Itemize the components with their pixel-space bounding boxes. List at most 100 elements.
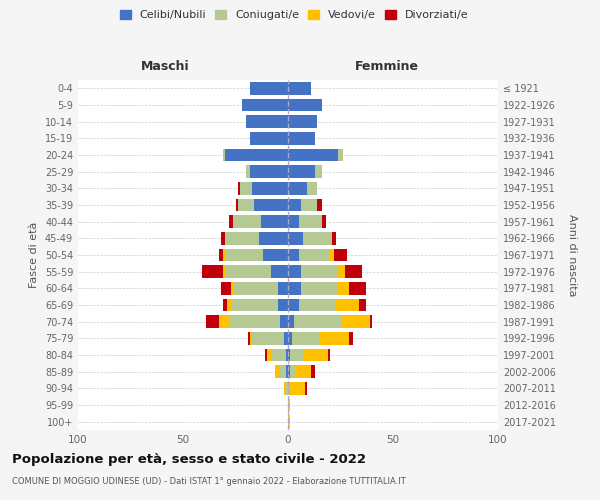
Bar bbox=[280, 366, 286, 378]
Bar bbox=[225, 248, 263, 261]
Bar bbox=[288, 349, 290, 361]
Text: Femmine: Femmine bbox=[355, 60, 419, 72]
Bar bbox=[305, 382, 307, 394]
Bar bbox=[253, 332, 284, 344]
Bar bbox=[341, 316, 370, 328]
Bar bbox=[288, 399, 290, 411]
Bar bbox=[299, 298, 337, 311]
Bar bbox=[223, 266, 225, 278]
Bar bbox=[338, 266, 345, 278]
Bar bbox=[275, 366, 280, 378]
Bar bbox=[338, 149, 343, 161]
Bar bbox=[218, 248, 223, 261]
Bar bbox=[280, 316, 288, 328]
Bar bbox=[337, 298, 359, 311]
Bar bbox=[223, 248, 225, 261]
Bar bbox=[288, 216, 299, 228]
Bar bbox=[317, 198, 322, 211]
Bar bbox=[206, 316, 218, 328]
Bar bbox=[229, 216, 233, 228]
Bar bbox=[254, 198, 288, 211]
Bar bbox=[299, 248, 330, 261]
Bar bbox=[288, 82, 311, 94]
Bar bbox=[370, 316, 372, 328]
Bar bbox=[267, 349, 271, 361]
Bar bbox=[288, 182, 307, 194]
Bar bbox=[288, 298, 299, 311]
Bar bbox=[288, 266, 301, 278]
Bar bbox=[223, 149, 225, 161]
Bar bbox=[288, 316, 295, 328]
Bar bbox=[284, 332, 288, 344]
Bar bbox=[301, 266, 338, 278]
Bar bbox=[233, 216, 260, 228]
Bar bbox=[259, 232, 288, 244]
Bar bbox=[330, 248, 334, 261]
Bar bbox=[288, 382, 290, 394]
Bar bbox=[225, 232, 259, 244]
Text: Popolazione per età, sesso e stato civile - 2022: Popolazione per età, sesso e stato civil… bbox=[12, 452, 366, 466]
Bar bbox=[349, 282, 366, 294]
Bar bbox=[284, 382, 286, 394]
Bar bbox=[288, 99, 322, 112]
Bar bbox=[288, 198, 301, 211]
Bar bbox=[246, 116, 288, 128]
Bar bbox=[277, 298, 288, 311]
Y-axis label: Anni di nascita: Anni di nascita bbox=[567, 214, 577, 296]
Bar bbox=[334, 248, 347, 261]
Bar bbox=[332, 232, 337, 244]
Bar bbox=[288, 149, 338, 161]
Bar bbox=[202, 266, 223, 278]
Bar bbox=[221, 282, 232, 294]
Bar bbox=[260, 216, 288, 228]
Bar bbox=[359, 298, 366, 311]
Bar bbox=[238, 198, 254, 211]
Bar bbox=[242, 99, 288, 112]
Bar bbox=[316, 166, 322, 178]
Bar bbox=[248, 332, 250, 344]
Bar bbox=[225, 149, 288, 161]
Bar bbox=[265, 349, 267, 361]
Text: Maschi: Maschi bbox=[140, 60, 190, 72]
Bar bbox=[292, 332, 320, 344]
Bar bbox=[303, 349, 328, 361]
Bar bbox=[301, 282, 338, 294]
Bar bbox=[301, 198, 317, 211]
Bar bbox=[290, 366, 296, 378]
Bar bbox=[328, 349, 330, 361]
Bar bbox=[233, 282, 277, 294]
Bar bbox=[286, 349, 288, 361]
Bar bbox=[296, 366, 311, 378]
Bar bbox=[288, 366, 290, 378]
Bar bbox=[235, 198, 238, 211]
Bar bbox=[250, 132, 288, 144]
Bar bbox=[232, 298, 277, 311]
Bar bbox=[271, 266, 288, 278]
Bar bbox=[320, 332, 349, 344]
Bar bbox=[263, 248, 288, 261]
Bar bbox=[227, 298, 232, 311]
Legend: Celibi/Nubili, Coniugati/e, Vedovi/e, Divorziati/e: Celibi/Nubili, Coniugati/e, Vedovi/e, Di… bbox=[115, 6, 473, 25]
Bar bbox=[277, 282, 288, 294]
Bar bbox=[229, 316, 280, 328]
Bar bbox=[250, 166, 288, 178]
Bar bbox=[288, 132, 316, 144]
Bar bbox=[311, 366, 316, 378]
Bar bbox=[288, 116, 317, 128]
Bar bbox=[246, 166, 250, 178]
Bar bbox=[286, 366, 288, 378]
Bar bbox=[299, 216, 322, 228]
Bar bbox=[288, 166, 316, 178]
Bar bbox=[218, 316, 229, 328]
Bar bbox=[232, 282, 233, 294]
Bar bbox=[338, 282, 349, 294]
Text: COMUNE DI MOGGIO UDINESE (UD) - Dati ISTAT 1° gennaio 2022 - Elaborazione TUTTIT: COMUNE DI MOGGIO UDINESE (UD) - Dati IST… bbox=[12, 478, 406, 486]
Bar bbox=[252, 182, 288, 194]
Bar bbox=[290, 382, 305, 394]
Bar bbox=[288, 232, 303, 244]
Bar bbox=[286, 382, 288, 394]
Bar bbox=[221, 232, 225, 244]
Bar bbox=[250, 332, 252, 344]
Bar bbox=[238, 182, 240, 194]
Bar bbox=[295, 316, 341, 328]
